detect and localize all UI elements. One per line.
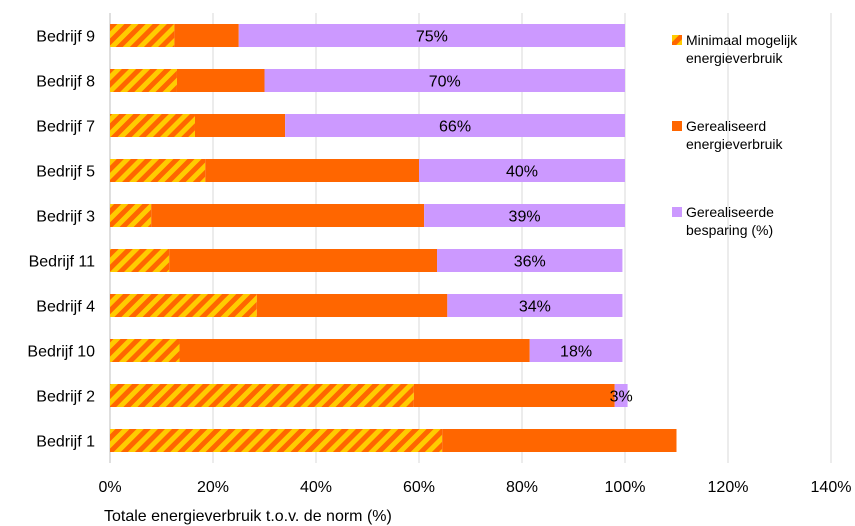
bar-minimaal [110,159,206,182]
bar-gerealiseerd [176,69,265,92]
category-label: Bedrijf 9 [36,29,95,46]
data-label: 3% [610,389,633,406]
x-tick-label: 140% [811,479,852,496]
category-labels: Bedrijf 9 Bedrijf 8 Bedrijf 7 Bedrijf 5 Bedr… [27,29,95,451]
category-label: Bedrijf 2 [36,389,95,406]
bars [110,24,677,452]
data-label: 66% [439,119,471,136]
x-tick-label: 40% [300,479,332,496]
bar-minimaal [110,204,152,227]
bar-gerealiseerd [174,24,239,47]
bar-minimaal [110,69,177,92]
bar-gerealiseerd [179,339,530,362]
data-label: 75% [416,29,448,46]
legend-swatch [672,207,682,217]
data-label: 39% [509,209,541,226]
category-label: Bedrijf 7 [36,119,95,136]
bar-minimaal [110,294,257,317]
x-tick-label: 0% [98,479,121,496]
x-tick-label: 80% [506,479,538,496]
bar-gerealiseerd [442,429,677,452]
bar-minimaal [110,429,443,452]
bar-besparing [285,114,625,137]
bar-besparing [447,294,623,317]
x-tick-label: 60% [403,479,435,496]
x-tick-label: 100% [605,479,646,496]
data-label: 70% [429,74,461,91]
bar-besparing [437,249,623,272]
bar-besparing [419,159,625,182]
bar-minimaal [110,114,195,137]
data-label: 36% [514,254,546,271]
bar-minimaal [110,384,414,407]
bar-gerealiseerd [413,384,615,407]
bar-besparing [264,69,625,92]
bar-gerealiseerd [194,114,286,137]
bar-gerealiseerd [151,204,425,227]
bar-minimaal [110,249,170,272]
category-label: Bedrijf 10 [27,344,95,361]
bar-minimaal [110,24,175,47]
legend-swatch [672,121,682,131]
bar-gerealiseerd [205,159,419,182]
bar-besparing [529,339,623,362]
bar-gerealiseerd [256,294,448,317]
legend-label: Minimaal mogelijk energieverbruik [686,32,798,66]
bar-besparing [614,384,628,407]
category-label: Bedrijf 3 [36,209,95,226]
category-label: Bedrijf 1 [36,434,95,451]
legend-swatch [672,35,682,45]
data-labels: 75% 70% 66% 40% 39% 36% 34% 18% 3% [416,29,633,406]
x-tick-labels: 0% 20% 40% 60% 80% 100% 120% 140% [98,479,851,496]
category-label: Bedrijf 11 [29,254,96,271]
data-label: 34% [519,299,551,316]
bar-besparing [238,24,625,47]
category-label: Bedrijf 4 [36,299,95,316]
data-label: 40% [506,164,538,181]
bar-minimaal [110,339,180,362]
x-tick-label: 120% [708,479,749,496]
x-tick-label: 20% [197,479,229,496]
category-label: Bedrijf 8 [36,74,95,91]
legend-label: Gerealiseerde besparing (%) [686,204,774,238]
legend-label: Gerealiseerd energieverbruik [686,118,783,152]
category-label: Bedrijf 5 [36,164,95,181]
x-axis-label: Totale energieverbruik t.o.v. de norm (%… [104,508,392,525]
legend: Minimaal mogelijk energieverbruik Gerealis… [672,32,798,238]
data-label: 18% [560,344,592,361]
bar-gerealiseerd [169,249,438,272]
bar-besparing [424,204,625,227]
